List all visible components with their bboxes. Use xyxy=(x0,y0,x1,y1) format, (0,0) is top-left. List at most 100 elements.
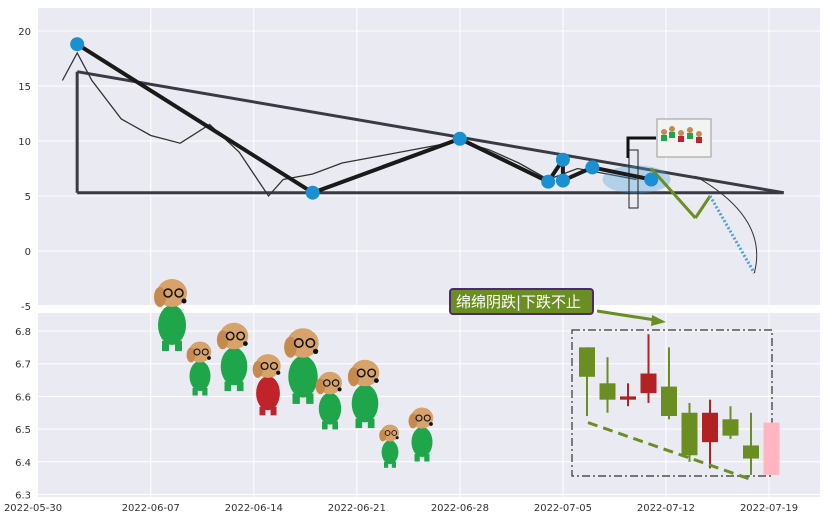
dog-glasses xyxy=(367,368,377,378)
candle-body xyxy=(722,419,739,436)
decorations xyxy=(154,118,712,468)
dog-ear xyxy=(347,367,360,387)
x-tick-label: 2022-07-05 xyxy=(534,503,592,514)
dog-leg xyxy=(162,341,169,351)
dog-body xyxy=(351,384,379,423)
y-tick-label: 15 xyxy=(18,82,31,93)
tiny-dog-body xyxy=(687,133,693,139)
pivot-marker xyxy=(541,174,556,189)
dog-body xyxy=(318,392,342,425)
dog-nose xyxy=(207,356,211,360)
dog-body xyxy=(158,305,186,345)
dog-nose xyxy=(374,378,379,383)
dog-ear xyxy=(216,330,229,350)
dog-glasses xyxy=(305,338,316,348)
dog-body xyxy=(288,355,318,398)
pivot-marker xyxy=(452,131,467,146)
dog-with-glasses-icon xyxy=(186,341,212,396)
dog-glasses xyxy=(236,331,246,341)
dog-ear xyxy=(379,429,387,442)
dog-nose xyxy=(395,436,399,440)
dog-with-glasses-icon xyxy=(315,371,342,430)
dog-glasses xyxy=(331,379,340,387)
tiny-dog-body xyxy=(669,132,675,138)
x-tick-label: 2022-06-14 xyxy=(225,503,283,514)
dog-leg xyxy=(224,381,232,392)
dog-nose xyxy=(243,341,248,346)
dog-body xyxy=(256,376,280,411)
dog-glasses xyxy=(269,361,278,371)
pivot-marker xyxy=(644,172,659,187)
tiny-dog-head xyxy=(696,131,702,137)
dog-glasses xyxy=(193,348,201,356)
candle-body xyxy=(579,347,595,377)
y-tick-label: 0 xyxy=(25,247,31,258)
dog-nose xyxy=(181,298,187,304)
y-tick-label: 6.3 xyxy=(15,491,31,502)
trend-line xyxy=(76,70,784,195)
dog-ear xyxy=(284,336,297,358)
y-tick-label: 6.5 xyxy=(15,425,31,436)
x-tick-label: 2022-05-30 xyxy=(4,503,62,514)
dog-with-glasses-icon xyxy=(408,407,434,462)
dog-leg xyxy=(202,388,208,396)
dog-ear xyxy=(186,347,196,363)
projection-segment xyxy=(694,195,712,219)
candle-body xyxy=(620,396,636,400)
candle-region-box xyxy=(571,329,773,477)
dog-leg xyxy=(236,381,244,392)
dog-with-glasses-icon xyxy=(154,279,187,351)
tiny-dog-head xyxy=(669,126,675,132)
dog-nose xyxy=(429,422,433,426)
dog-with-glasses-icon xyxy=(216,322,249,392)
dog-leg xyxy=(270,406,277,416)
tiny-dog-body xyxy=(678,136,684,142)
y-tick-label: 10 xyxy=(18,137,31,148)
dog-leg xyxy=(384,461,389,468)
dog-leg xyxy=(367,418,375,429)
arrow-right-icon xyxy=(596,309,666,326)
dog-glasses xyxy=(201,348,209,356)
y-tick-label: 20 xyxy=(18,27,31,38)
dog-body xyxy=(411,427,433,457)
dog-glasses xyxy=(293,338,304,348)
tiny-dog-head xyxy=(678,130,684,136)
price-line xyxy=(61,51,637,198)
tiny-dog-body xyxy=(696,137,702,143)
pivot-marker xyxy=(70,37,85,52)
dog-nose xyxy=(312,348,319,355)
dog-leg xyxy=(306,393,314,404)
dog-leg xyxy=(355,418,363,429)
x-tick-label: 2022-07-19 xyxy=(740,503,798,514)
y-tick-label: -5 xyxy=(21,302,31,313)
pivot-marker xyxy=(585,160,600,175)
tiny-dog-head xyxy=(661,129,667,135)
dog-leg xyxy=(391,461,396,468)
candle-body xyxy=(763,422,780,475)
bottom-plot-area xyxy=(38,313,820,497)
x-tick-label: 2022-06-21 xyxy=(328,503,386,514)
dog-ear xyxy=(408,413,418,429)
dog-glasses xyxy=(391,430,398,436)
dog-leg xyxy=(292,393,300,404)
dog-leg xyxy=(175,341,182,351)
dog-glasses xyxy=(322,379,331,387)
x-tick-label: 2022-06-07 xyxy=(122,503,180,514)
dog-glasses xyxy=(356,368,366,378)
pivot-marker xyxy=(555,173,570,188)
dog-body xyxy=(189,361,211,391)
candle-body xyxy=(743,445,759,459)
dog-with-glasses-icon xyxy=(284,328,319,404)
top-panel: 20 15 10 5 0 -5 xyxy=(18,8,820,313)
candle-body xyxy=(599,383,616,400)
dog-ear xyxy=(252,360,263,378)
dog-glasses xyxy=(163,288,173,298)
dog-ear xyxy=(315,378,326,395)
dog-ear xyxy=(154,287,166,307)
dog-glasses xyxy=(260,361,269,371)
candle-body xyxy=(702,412,718,443)
candle-trend-line xyxy=(587,421,753,482)
dog-leg xyxy=(192,388,198,396)
dog-glasses xyxy=(225,331,235,341)
